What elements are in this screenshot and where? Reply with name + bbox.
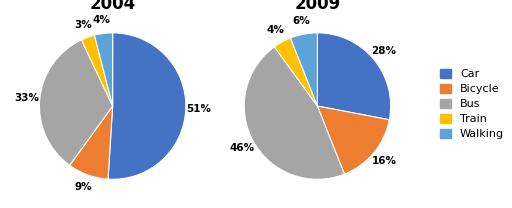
Wedge shape — [274, 38, 317, 106]
Text: 4%: 4% — [93, 15, 111, 25]
Wedge shape — [94, 33, 113, 106]
Text: 51%: 51% — [186, 104, 211, 114]
Wedge shape — [81, 35, 113, 106]
Text: 4%: 4% — [267, 25, 285, 35]
Text: 16%: 16% — [372, 156, 396, 166]
Wedge shape — [39, 40, 113, 165]
Wedge shape — [108, 33, 186, 179]
Title: 2009: 2009 — [294, 0, 340, 13]
Text: 28%: 28% — [372, 46, 396, 56]
Wedge shape — [290, 33, 317, 106]
Text: 3%: 3% — [75, 20, 92, 30]
Wedge shape — [70, 106, 113, 179]
Wedge shape — [317, 106, 389, 174]
Text: 33%: 33% — [14, 93, 39, 103]
Text: 9%: 9% — [75, 182, 92, 192]
Text: 6%: 6% — [292, 16, 310, 26]
Text: 46%: 46% — [229, 143, 254, 153]
Wedge shape — [317, 33, 391, 120]
Wedge shape — [244, 47, 345, 179]
Legend: Car, Bicycle, Bus, Train, Walking: Car, Bicycle, Bus, Train, Walking — [438, 67, 506, 141]
Title: 2004: 2004 — [90, 0, 136, 13]
